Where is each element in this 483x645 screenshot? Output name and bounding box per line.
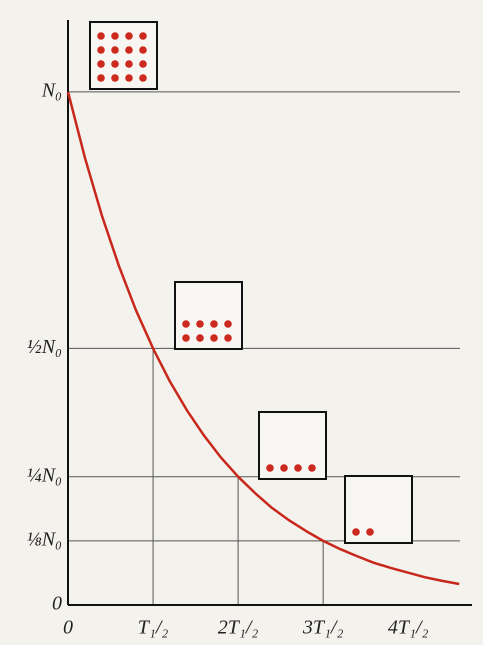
atom-dot	[308, 464, 316, 472]
atom-dot	[111, 46, 119, 54]
x-tick-label: T₁/₂	[138, 617, 169, 639]
atom-dot	[210, 320, 218, 328]
page: 0⅛N₀¼N₀½N₀N₀0T₁/₂2T₁/₂3T₁/₂4T₁/₂ (() => …	[0, 0, 483, 645]
atom-dot	[139, 46, 147, 54]
atom-dot	[196, 334, 204, 342]
atom-dot	[366, 528, 374, 536]
atom-dot	[182, 334, 190, 342]
chart: 0 ⅛N₀ ¼N₀ ½N₀ N₀ 0 T₁/₂ 2T₁/₂ 3T₁/₂ 4T₁/₂	[0, 0, 483, 645]
atom-dot	[210, 334, 218, 342]
y-tick-label: ¼N₀	[27, 464, 62, 486]
atom-dot	[182, 320, 190, 328]
atom-dot	[97, 32, 105, 40]
y-tick-label: ½N₀	[27, 336, 62, 358]
atom-dot	[125, 60, 133, 68]
y-tick-label: N₀	[41, 79, 62, 101]
atom-dot	[97, 74, 105, 82]
atom-dot	[125, 46, 133, 54]
atom-dot	[294, 464, 302, 472]
atom-dot	[224, 334, 232, 342]
atom-dot	[97, 60, 105, 68]
atom-dot	[139, 32, 147, 40]
x-tick-label: 0	[63, 617, 73, 639]
atom-dot	[111, 60, 119, 68]
atom-dot	[111, 32, 119, 40]
y-tick-label: 0	[52, 593, 62, 615]
atom-dot	[224, 320, 232, 328]
x-tick-label: 2T₁/₂	[218, 617, 259, 639]
atom-dot	[266, 464, 274, 472]
atom-dot	[125, 32, 133, 40]
atom-dot	[97, 46, 105, 54]
atom-dot	[125, 74, 133, 82]
atom-dot	[111, 74, 119, 82]
x-tick-label: 3T₁/₂	[302, 617, 344, 639]
x-tick-label: 4T₁/₂	[388, 617, 429, 639]
y-tick-label: ⅛N₀	[27, 528, 62, 550]
atom-dot	[139, 60, 147, 68]
atom-dot	[280, 464, 288, 472]
atom-dot	[139, 74, 147, 82]
atom-dot	[196, 320, 204, 328]
atom-dot	[352, 528, 360, 536]
